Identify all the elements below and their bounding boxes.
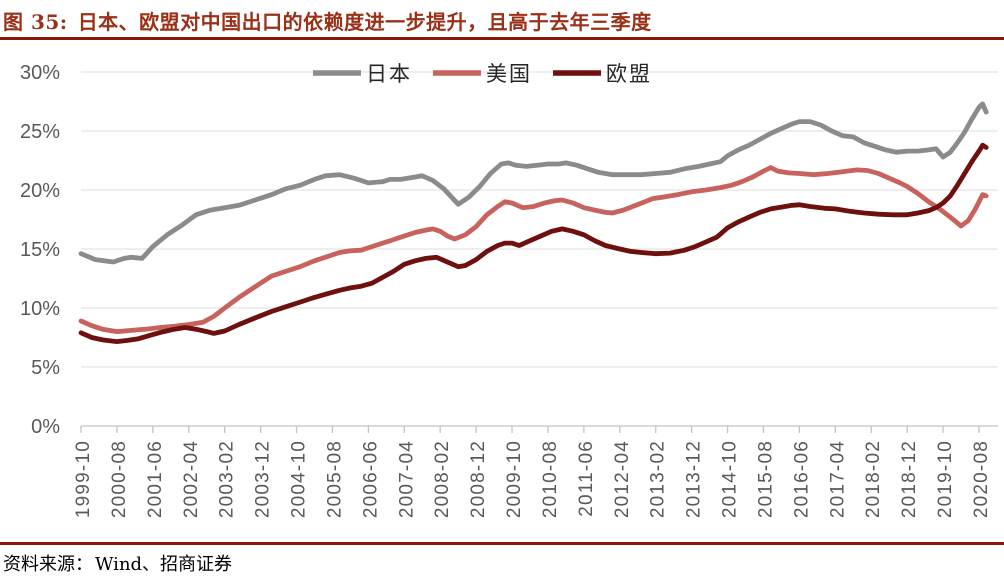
legend-label-usa: 美国 bbox=[486, 62, 532, 86]
x-axis-label: 2005-08 bbox=[324, 440, 345, 518]
x-axis-label: 1999-10 bbox=[73, 440, 94, 518]
legend-label-japan: 日本 bbox=[366, 62, 412, 86]
series-line-japan bbox=[78, 101, 989, 265]
y-axis-label: 25% bbox=[20, 121, 60, 143]
x-axis-label: 2008-12 bbox=[468, 440, 489, 518]
source-text: Wind、招商证券 bbox=[95, 554, 233, 575]
x-axis-label: 2003-12 bbox=[253, 440, 274, 518]
x-axis-label: 2020-08 bbox=[971, 440, 992, 518]
x-axis-label: 2007-04 bbox=[396, 440, 417, 518]
y-axis-label: 10% bbox=[20, 298, 60, 320]
x-axis-label: 2014-10 bbox=[720, 440, 741, 518]
y-axis-label: 0% bbox=[31, 416, 60, 438]
legend-label-eu: 欧盟 bbox=[606, 62, 652, 86]
x-axis-label: 2013-12 bbox=[684, 440, 705, 518]
x-axis-label: 2000-08 bbox=[109, 440, 130, 518]
x-axis-label: 2011-06 bbox=[576, 440, 597, 517]
x-axis-label: 2013-02 bbox=[648, 440, 669, 518]
y-axis-label: 5% bbox=[31, 357, 60, 379]
y-axis-label: 15% bbox=[20, 239, 60, 261]
x-axis-label: 2019-10 bbox=[935, 440, 956, 518]
x-axis-label: 2018-12 bbox=[899, 440, 920, 518]
x-axis-label: 2006-06 bbox=[360, 440, 381, 518]
figure-number-label: 图 35: bbox=[3, 10, 68, 34]
x-axis-label: 2004-10 bbox=[289, 440, 310, 518]
y-axis-label: 20% bbox=[20, 180, 60, 202]
x-axis-label: 2002-04 bbox=[181, 440, 202, 518]
source-row: 资料来源： Wind、招商证券 bbox=[3, 550, 232, 576]
source-label: 资料来源： bbox=[3, 554, 93, 575]
series-line-usa bbox=[78, 165, 989, 334]
x-axis-label: 2010-08 bbox=[540, 440, 561, 518]
x-axis-label: 2003-02 bbox=[217, 440, 238, 518]
x-axis-label: 2008-02 bbox=[432, 440, 453, 518]
y-axis-label: 30% bbox=[20, 62, 60, 84]
x-axis-label: 2009-10 bbox=[504, 440, 525, 518]
x-axis-label: 2012-04 bbox=[612, 440, 633, 518]
figure-title: 日本、欧盟对中国出口的依赖度进一步提升，且高于去年三季度 bbox=[77, 10, 652, 34]
series-line-eu bbox=[78, 142, 989, 344]
x-axis-label: 2015-08 bbox=[755, 440, 776, 518]
x-axis-label: 2016-06 bbox=[791, 440, 812, 518]
x-axis-label: 2018-02 bbox=[863, 440, 884, 518]
x-axis-label: 2001-06 bbox=[145, 440, 166, 518]
figure-title-row: 图 35: 日本、欧盟对中国出口的依赖度进一步提升，且高于去年三季度 bbox=[3, 6, 999, 35]
title-divider bbox=[0, 37, 1004, 40]
x-axis-label: 2017-04 bbox=[827, 440, 848, 518]
footer-divider bbox=[0, 542, 1004, 545]
